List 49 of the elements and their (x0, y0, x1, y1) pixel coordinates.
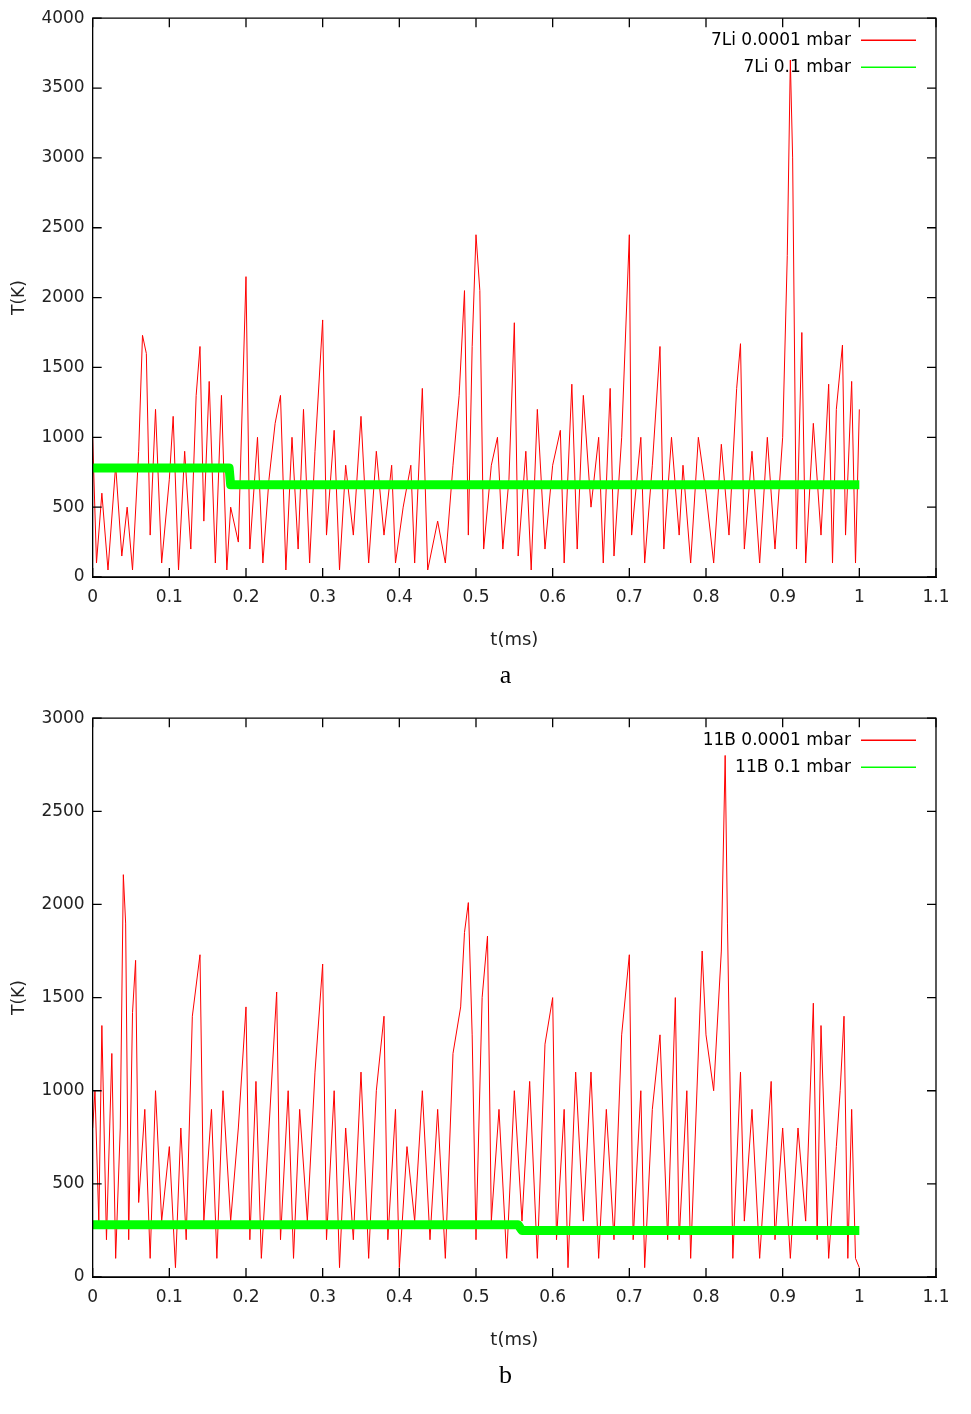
x-tick-label: 1 (853, 585, 865, 606)
y-tick-label: 3000 (41, 146, 85, 167)
y-tick-label: 1500 (41, 355, 85, 376)
y-tick-label: 4000 (41, 6, 85, 27)
x-tick-label: 0.9 (769, 1285, 797, 1306)
y-tick-label: 0 (73, 565, 85, 586)
y-tick-label: 3000 (41, 706, 85, 727)
text: a (498, 660, 513, 691)
y-tick-label: 2500 (41, 216, 85, 237)
legend-label: 11B 0.0001 mbar (702, 728, 852, 749)
x-tick-label: 0.3 (309, 585, 337, 606)
x-tick-label: 1.1 (922, 585, 950, 606)
y-tick-label: 2500 (41, 799, 85, 820)
x-tick-label: 0 (87, 1285, 99, 1306)
x-tick-label: 0.2 (232, 1285, 260, 1306)
y-tick-label: 2000 (41, 286, 85, 307)
y-tick-label: 0 (73, 1265, 85, 1286)
x-tick-label: 0.5 (462, 585, 490, 606)
x-tick-label: 1 (853, 1285, 865, 1306)
x-tick-label: 0.5 (462, 1285, 490, 1306)
y-tick-label: 3500 (41, 76, 85, 97)
x-tick-label: 0.8 (692, 585, 720, 606)
x-tick-label: 0.3 (309, 1285, 337, 1306)
x-tick-label: 0.1 (155, 585, 183, 606)
y-tick-label: 2000 (41, 892, 85, 913)
x-tick-label: 0 (87, 585, 99, 606)
x-tick-label: 0.4 (385, 1285, 413, 1306)
x-axis-title: t(ms) (490, 627, 539, 649)
y-tick-label: 1500 (41, 986, 85, 1007)
y-tick-label: 500 (52, 1172, 85, 1193)
y-axis-title: T(K) (7, 280, 28, 316)
y-tick-label: 1000 (41, 425, 85, 446)
y-axis-title: T(K) (7, 980, 28, 1016)
x-tick-label: 0.2 (232, 585, 260, 606)
y-tick-label: 1000 (41, 1079, 85, 1100)
y-tick-label: 500 (52, 495, 85, 516)
x-tick-label: 0.7 (615, 585, 643, 606)
x-tick-label: 0.8 (692, 1285, 720, 1306)
x-tick-label: 0.4 (385, 585, 413, 606)
x-tick-label: 0.6 (539, 1285, 567, 1306)
x-tick-label: 0.6 (539, 585, 567, 606)
x-tick-label: 0.1 (155, 1285, 183, 1306)
text: b (498, 1360, 513, 1391)
x-tick-label: 0.9 (769, 585, 797, 606)
x-tick-label: 1.1 (922, 1285, 950, 1306)
x-axis-title: t(ms) (490, 1327, 539, 1349)
legend-label: 7Li 0.0001 mbar (710, 28, 852, 49)
legend-label: 11B 0.1 mbar (735, 755, 851, 776)
x-tick-label: 0.7 (615, 1285, 643, 1306)
